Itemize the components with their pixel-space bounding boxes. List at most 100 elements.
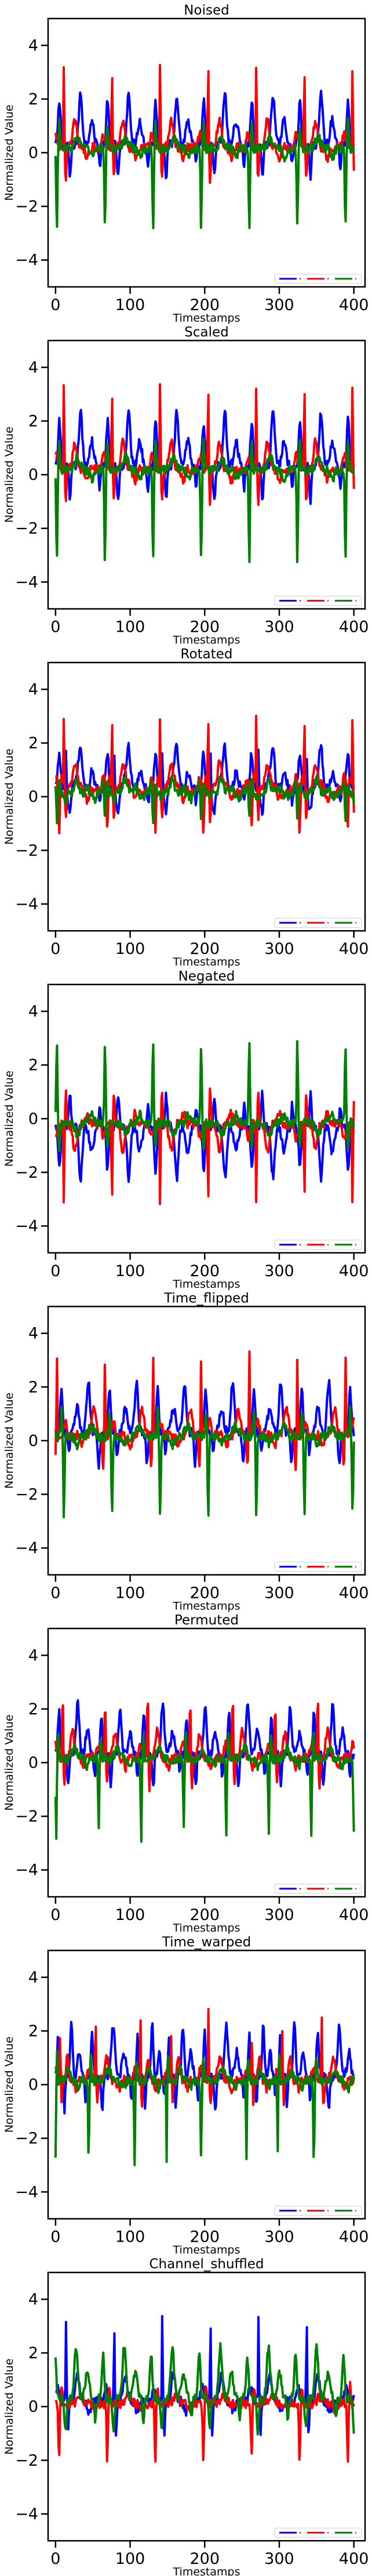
x-tick-label: 300 <box>264 1262 294 1280</box>
x-tick-label: 100 <box>115 2550 145 2568</box>
y-tick-label: −2 <box>15 2130 38 2148</box>
y-tick-label: 4 <box>28 681 38 699</box>
x-tick-label: 300 <box>264 296 294 314</box>
y-tick-label: 4 <box>28 1646 38 1664</box>
y-axis-label: Normalized Value <box>3 1070 16 1167</box>
y-tick-label: 2 <box>28 2344 38 2362</box>
x-tick-label: 100 <box>115 1906 145 1924</box>
x-tick-label: 300 <box>264 1906 294 1924</box>
y-tick-label: −4 <box>15 1218 38 1236</box>
x-tick-label: 100 <box>115 296 145 314</box>
chart-panel-3: Rotated 0 100 200 300 400 −4 −2 0 2 4 Timestamps Nor… <box>3 647 369 968</box>
chart-panel-2: Scaled 0 100 200 300 400 −4 −2 0 2 4 Timestamps Norm… <box>3 325 369 647</box>
y-tick-label: 2 <box>28 1378 38 1396</box>
y-tick-label: −4 <box>15 2505 38 2523</box>
chart-panel-5: Time_flipped 0 100 200 300 400 −4 −2 0 2 4 Timestam… <box>3 1291 369 1612</box>
x-tick-label: 0 <box>50 940 60 958</box>
legend <box>274 2206 362 2216</box>
legend-marker-1 <box>299 922 301 924</box>
series-line-2 <box>54 1087 355 1205</box>
x-tick-label: 0 <box>50 1262 60 1280</box>
series-line-2 <box>54 383 355 507</box>
legend-marker-1 <box>299 1566 301 1568</box>
y-axis-label: Normalized Value <box>3 1393 16 1489</box>
legend-marker-3 <box>355 922 357 924</box>
y-tick-label: −2 <box>15 841 38 859</box>
y-tick-label: 2 <box>28 90 38 108</box>
y-axis-label: Normalized Value <box>3 105 16 201</box>
x-tick-label: 200 <box>190 940 220 958</box>
legend-marker-1 <box>299 2532 301 2534</box>
y-tick-label: 0 <box>28 1110 38 1128</box>
series-line-3 <box>54 1405 355 1518</box>
legend-marker-3 <box>355 278 357 280</box>
chart-title: Scaled <box>184 325 228 340</box>
y-tick-label: 2 <box>28 2023 38 2041</box>
y-tick-label: 4 <box>28 2291 38 2309</box>
y-tick-label: 2 <box>28 734 38 752</box>
y-tick-label: −4 <box>15 1861 38 1879</box>
x-tick-label: 400 <box>339 296 369 314</box>
x-tick-label: 0 <box>50 1906 60 1924</box>
legend <box>274 1561 362 1572</box>
series-line-3 <box>54 1731 355 1843</box>
y-axis-label: Normalized Value <box>3 2359 16 2455</box>
chart-title: Channel_shuffled <box>149 2257 264 2272</box>
x-tick-label: 400 <box>339 1906 369 1924</box>
x-tick-label: 0 <box>50 618 60 636</box>
x-axis-label: Timestamps <box>173 1922 240 1934</box>
legend-marker-2 <box>327 2210 329 2211</box>
x-tick-label: 400 <box>339 2228 369 2246</box>
chart-title: Rotated <box>181 647 233 662</box>
x-tick-label: 300 <box>264 2550 294 2568</box>
y-tick-label: −4 <box>15 895 38 913</box>
y-tick-label: −4 <box>15 252 38 269</box>
y-tick-label: −2 <box>15 198 38 216</box>
x-tick-label: 100 <box>115 618 145 636</box>
series-line-1 <box>54 742 355 816</box>
x-tick-label: 200 <box>190 2550 220 2568</box>
chart-title: Negated <box>178 969 235 984</box>
x-tick-label: 0 <box>50 296 60 314</box>
y-tick-label: 0 <box>28 144 38 162</box>
x-tick-label: 300 <box>264 1584 294 1602</box>
legend-marker-3 <box>355 600 357 602</box>
x-tick-label: 0 <box>50 1584 60 1602</box>
y-tick-label: −4 <box>15 1539 38 1557</box>
y-axis-label: Normalized Value <box>3 2036 16 2133</box>
x-tick-label: 200 <box>190 2228 220 2246</box>
chart-title: Permuted <box>174 1613 239 1628</box>
y-axis-label: Normalized Value <box>3 749 16 845</box>
y-tick-label: −2 <box>15 1164 38 1182</box>
legend-marker-1 <box>299 2210 301 2211</box>
series-line-3 <box>54 116 355 229</box>
legend <box>274 274 362 284</box>
y-tick-label: 2 <box>28 413 38 431</box>
x-tick-label: 300 <box>264 2228 294 2246</box>
x-tick-label: 100 <box>115 1262 145 1280</box>
legend <box>274 1883 362 1894</box>
x-tick-label: 200 <box>190 1584 220 1602</box>
x-axis-label: Timestamps <box>173 2244 240 2257</box>
y-tick-label: 0 <box>28 2076 38 2094</box>
x-tick-label: 300 <box>264 618 294 636</box>
y-tick-label: −2 <box>15 2451 38 2469</box>
x-axis-label: Timestamps <box>173 312 240 325</box>
legend-marker-3 <box>355 1244 357 1245</box>
y-tick-label: 0 <box>28 1432 38 1450</box>
y-tick-label: 0 <box>28 1754 38 1772</box>
legend <box>274 917 362 928</box>
series-line-3 <box>54 438 355 563</box>
x-tick-label: 100 <box>115 1584 145 1602</box>
series-line-3 <box>54 2342 355 2436</box>
series-line-3 <box>54 1040 355 1152</box>
legend-marker-1 <box>299 278 301 280</box>
x-axis-label: Timestamps <box>173 1278 240 1291</box>
chart-title: Time_flipped <box>163 1291 249 1306</box>
x-tick-label: 400 <box>339 940 369 958</box>
legend-marker-1 <box>299 1888 301 1890</box>
chart-title: Time_warped <box>162 1935 251 1950</box>
y-tick-label: 4 <box>28 37 38 54</box>
